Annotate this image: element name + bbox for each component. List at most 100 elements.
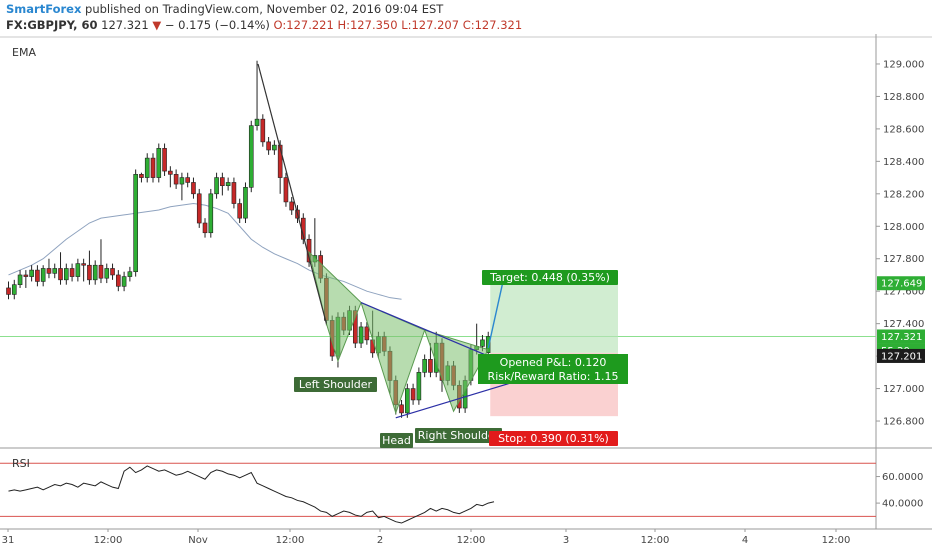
candle[interactable] [248,125,254,188]
candle[interactable] [196,193,202,224]
candle[interactable] [133,174,138,273]
time-tick-label: 12:00 [641,535,670,546]
label-head[interactable] [380,433,413,448]
candle[interactable] [202,222,208,234]
label-stop[interactable] [489,431,618,446]
candle[interactable] [46,268,52,274]
candle[interactable] [428,359,433,373]
author-link[interactable]: SmartForex [6,2,82,16]
candle[interactable] [150,157,156,178]
candle[interactable] [17,274,23,285]
candle[interactable] [23,274,29,277]
candle[interactable] [272,144,277,151]
candle[interactable] [185,177,190,183]
price-tick-label: 127.800 [883,254,924,265]
candle[interactable] [266,141,271,151]
pattern-shape [423,329,489,413]
candle[interactable] [254,118,260,126]
candle[interactable] [214,177,219,195]
candle[interactable] [116,274,121,287]
candle[interactable] [29,269,34,277]
candle[interactable] [243,187,248,219]
label-left-shoulder-text: Left Shoulder [299,378,373,391]
candle[interactable] [162,148,167,172]
candle[interactable] [191,182,196,195]
candle[interactable] [11,284,17,295]
high-value: H:127.350 [337,18,398,32]
candle[interactable] [127,271,133,277]
time-tick-label: 12:00 [822,535,851,546]
candle[interactable] [35,269,40,282]
candle[interactable] [208,193,214,234]
candle[interactable] [156,148,162,178]
candle[interactable] [6,287,11,295]
candle[interactable] [92,264,98,281]
candle[interactable] [364,326,370,341]
candle[interactable] [64,268,69,281]
candle[interactable] [358,326,364,344]
candle[interactable] [40,268,46,282]
price-tick-label: 126.800 [883,417,924,428]
candle[interactable] [237,203,242,219]
ema-indicator-label: EMA [12,46,36,59]
target-zone[interactable] [490,280,618,353]
label-stop-text: Stop: 0.390 (0.31%) [498,432,609,445]
last-price: 127.321 [101,18,149,32]
symbol-label[interactable]: FX:GBPJPY, 60 [6,18,98,32]
candle[interactable] [98,264,104,279]
label-left-shoulder[interactable] [294,377,377,392]
candle[interactable] [75,263,81,277]
open-value: O:127.221 [273,18,334,32]
label-target-text: Target: 0.448 (0.35%) [489,271,610,284]
price-tick-label: 127.600 [883,287,924,298]
candle[interactable] [81,263,86,266]
candle[interactable] [277,144,283,178]
candle[interactable] [480,339,485,347]
candle[interactable] [179,177,185,185]
publish-line: SmartForex published on TradingView.com,… [6,2,443,16]
label-head-text: Head [382,434,411,447]
candle[interactable] [173,174,179,185]
candle[interactable] [231,182,237,204]
last-price-badge [877,329,925,344]
down-trend-line[interactable] [257,63,327,324]
candle[interactable] [144,157,150,178]
time-tick-label: 3 [563,535,569,546]
price-tick-label: 127.000 [883,384,924,395]
label-opened-pl[interactable] [478,354,628,384]
label-risk-reward-text: Risk/Reward Ratio: 1.15 [488,370,619,383]
candle[interactable] [139,174,144,178]
candle[interactable] [58,268,63,281]
candle[interactable] [422,359,427,373]
chart-area[interactable]: 129.000 128.800 128.600 128.400 128.200 128.0… [0,34,932,550]
price-tick-label: 129.000 [883,59,924,70]
candle[interactable] [225,182,231,186]
candle[interactable] [110,268,115,276]
projection-line[interactable] [487,281,504,349]
candle[interactable] [87,264,92,281]
label-right-shoulder[interactable] [415,428,502,443]
candle[interactable] [260,118,266,143]
candle[interactable] [416,372,422,401]
candle[interactable] [405,388,410,414]
candle[interactable] [220,177,225,186]
time-tick-label: 2 [377,535,383,546]
candle[interactable] [69,268,75,277]
candle[interactable] [399,404,404,414]
candle[interactable] [52,268,58,274]
last-price-badge-text: 127.321 [881,332,922,343]
price-change: − 0.175 (−0.14%) [164,18,270,32]
candle[interactable] [168,170,173,175]
chart-header: SmartForex published on TradingView.com,… [0,0,932,34]
candle[interactable] [283,177,289,203]
crosshair-price-badge-text: 127.201 [881,351,922,362]
symbol-line: FX:GBPJPY, 60 127.321 ▼ − 0.175 (−0.14%)… [6,18,522,32]
candle[interactable] [104,268,110,279]
candle[interactable] [410,388,416,401]
label-target[interactable] [482,270,618,285]
time-tick-label: 12:00 [457,535,486,546]
neckline[interactable] [360,301,489,357]
price-tick-label: 127.400 [883,319,924,330]
candle[interactable] [289,201,295,211]
candle[interactable] [121,276,127,287]
